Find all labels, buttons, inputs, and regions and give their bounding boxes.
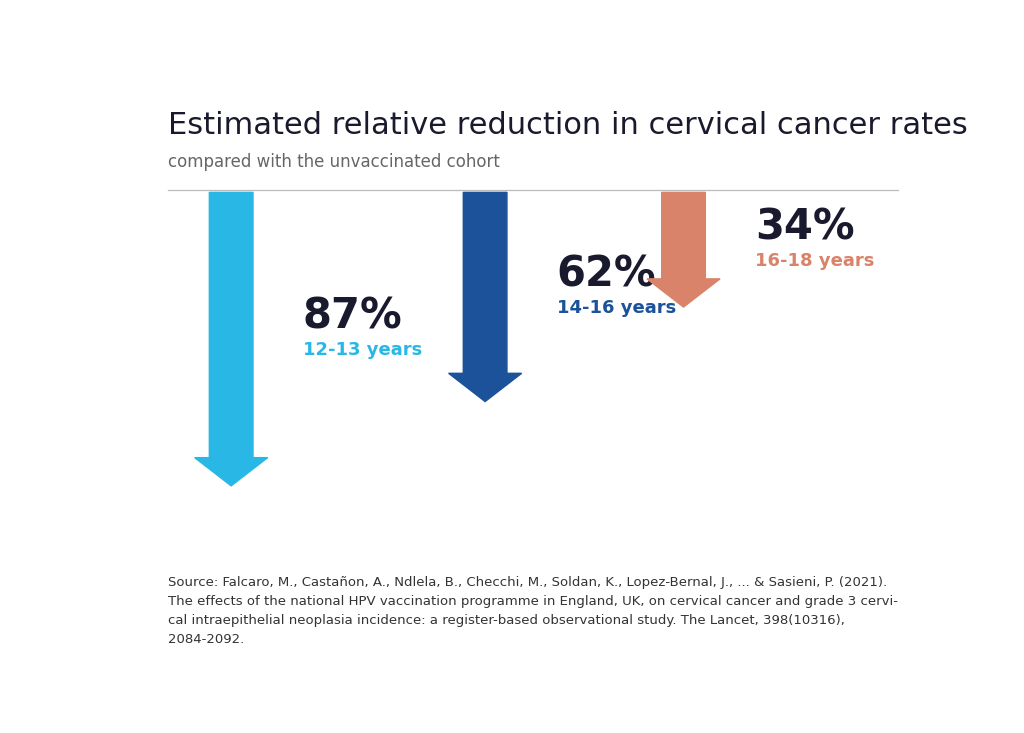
- Text: 14-16 years: 14-16 years: [557, 299, 676, 317]
- Text: Estimated relative reduction in cervical cancer rates: Estimated relative reduction in cervical…: [168, 111, 968, 139]
- Text: 34%: 34%: [755, 206, 855, 248]
- FancyArrow shape: [195, 192, 267, 486]
- Text: 87%: 87%: [303, 295, 402, 337]
- Text: 12-13 years: 12-13 years: [303, 342, 422, 359]
- Text: 62%: 62%: [557, 254, 656, 295]
- Text: 16-18 years: 16-18 years: [755, 252, 874, 270]
- Text: compared with the unvaccinated cohort: compared with the unvaccinated cohort: [168, 153, 500, 171]
- FancyArrow shape: [449, 192, 521, 402]
- FancyArrow shape: [647, 192, 720, 307]
- Text: Source: Falcaro, M., Castañon, A., Ndlela, B., Checchi, M., Soldan, K., Lopez-Be: Source: Falcaro, M., Castañon, A., Ndlel…: [168, 576, 898, 647]
